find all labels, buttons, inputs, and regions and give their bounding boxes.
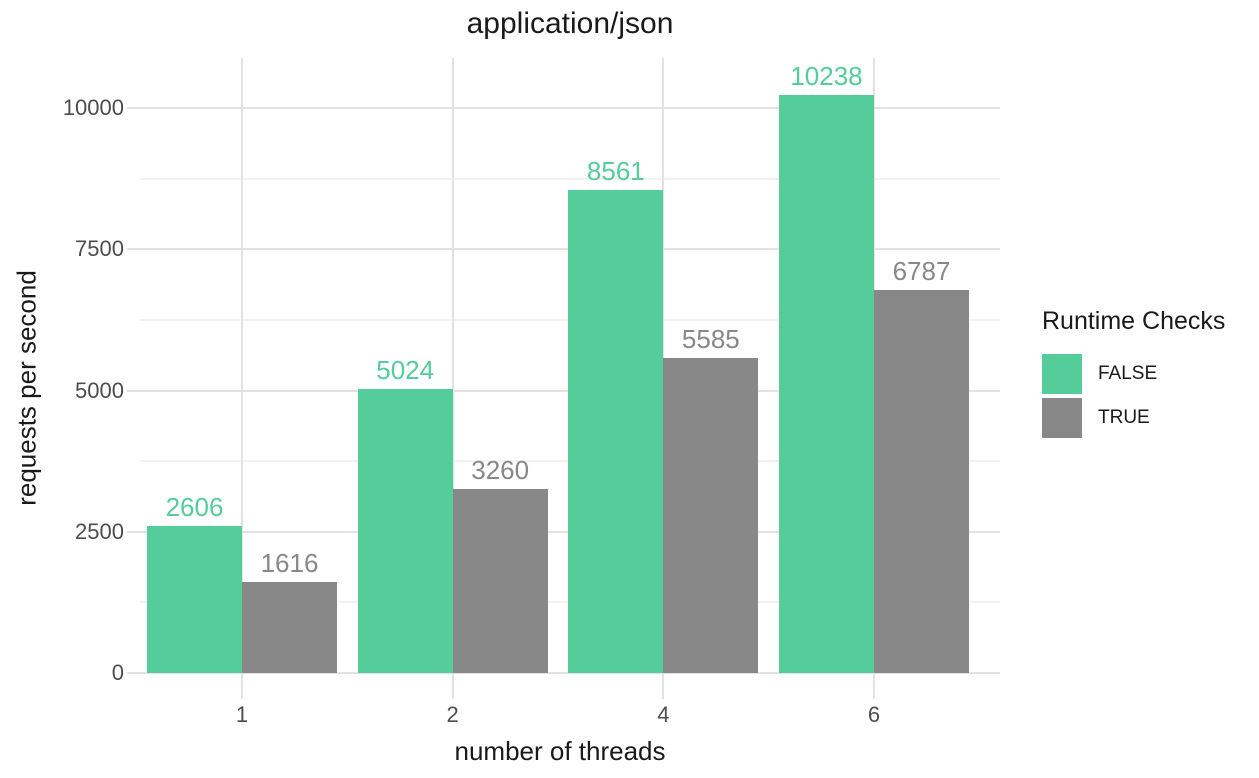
chart-title: application/json bbox=[466, 7, 674, 40]
bar-value-label: 6787 bbox=[892, 255, 951, 286]
y-tick-label: 2500 bbox=[75, 518, 124, 544]
legend-swatch-true bbox=[1042, 398, 1082, 438]
bar-value-label: 8561 bbox=[586, 155, 645, 186]
x-axis-tick bbox=[873, 673, 875, 699]
x-tick-label: 4 bbox=[657, 702, 670, 727]
bar-value-label: 3260 bbox=[471, 454, 530, 485]
legend: Runtime Checks FALSE TRUE bbox=[1042, 306, 1257, 442]
bar-false bbox=[147, 525, 242, 673]
y-tick-label: 7500 bbox=[75, 236, 124, 262]
bar-true bbox=[874, 289, 969, 673]
x-tick-label: 1 bbox=[235, 702, 249, 727]
y-axis-tick bbox=[127, 107, 140, 110]
bar-false bbox=[779, 94, 874, 673]
legend-label-true: TRUE bbox=[1098, 407, 1150, 428]
y-tick-label: 0 bbox=[111, 660, 124, 685]
x-axis-title: number of threads bbox=[454, 736, 666, 766]
y-axis-tick bbox=[127, 672, 140, 674]
legend-swatch-false bbox=[1042, 354, 1082, 394]
bar-value-label: 2606 bbox=[165, 491, 224, 522]
bar-false bbox=[357, 389, 453, 673]
y-tick-label: 5000 bbox=[75, 377, 124, 403]
bar-value-label: 5585 bbox=[681, 323, 740, 354]
legend-title: Runtime Checks bbox=[1042, 307, 1226, 335]
gridline-major-vertical bbox=[451, 58, 454, 673]
bar-value-label: 10238 bbox=[790, 60, 863, 91]
y-axis-tick bbox=[127, 248, 140, 251]
bar-value-label: 5024 bbox=[376, 355, 435, 386]
legend-item-true: TRUE bbox=[1042, 398, 1257, 438]
y-tick-label: 10000 bbox=[62, 95, 124, 121]
x-axis-tick bbox=[662, 673, 665, 699]
y-axis-tick bbox=[127, 389, 140, 392]
bar-true bbox=[663, 357, 759, 673]
bar-true bbox=[452, 488, 548, 673]
y-axis-tick bbox=[127, 530, 140, 533]
x-axis-tick bbox=[241, 673, 243, 699]
gridline-major-vertical bbox=[241, 58, 243, 673]
legend-item-false: FALSE bbox=[1042, 354, 1257, 394]
bar-value-label: 1616 bbox=[260, 547, 319, 578]
legend-label-false: FALSE bbox=[1098, 363, 1158, 384]
gridline-minor-horizontal bbox=[140, 177, 1000, 180]
x-axis-tick bbox=[451, 673, 454, 699]
x-tick-label: 2 bbox=[446, 702, 459, 727]
gridline-major-horizontal bbox=[140, 107, 1000, 110]
bar-true bbox=[242, 581, 337, 673]
x-tick-label: 6 bbox=[867, 702, 881, 727]
bar-false bbox=[568, 189, 664, 673]
plot-panel: 2606 5024 8561 10238 1616 3260 5585 6787 bbox=[140, 58, 1000, 674]
gridline-major-horizontal bbox=[140, 672, 1000, 674]
